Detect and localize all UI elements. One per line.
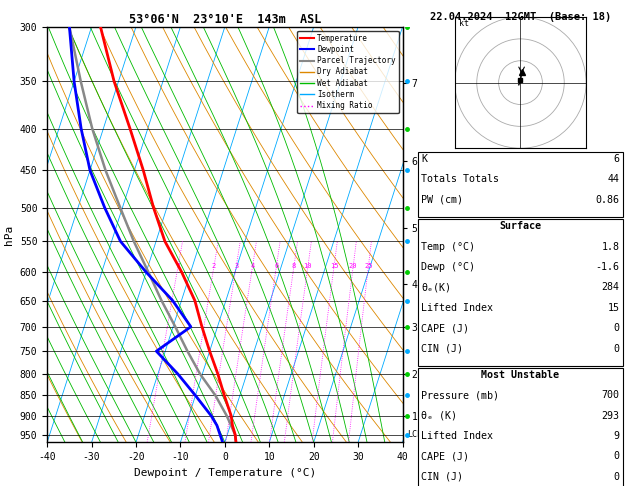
Text: 4: 4	[250, 263, 255, 269]
Text: CAPE (J): CAPE (J)	[421, 451, 469, 462]
X-axis label: Dewpoint / Temperature (°C): Dewpoint / Temperature (°C)	[134, 468, 316, 478]
Text: © weatheronline.co.uk: © weatheronline.co.uk	[468, 472, 573, 481]
Text: 15: 15	[330, 263, 338, 269]
Text: CIN (J): CIN (J)	[421, 472, 464, 482]
Text: kt: kt	[459, 19, 469, 28]
Text: Totals Totals: Totals Totals	[421, 174, 499, 185]
Text: 9: 9	[613, 431, 620, 441]
Y-axis label: km
ASL: km ASL	[425, 235, 443, 256]
Text: 6: 6	[613, 154, 620, 164]
Text: 15: 15	[608, 303, 620, 313]
Text: 0: 0	[613, 451, 620, 462]
Text: 22.04.2024  12GMT  (Base: 18): 22.04.2024 12GMT (Base: 18)	[430, 12, 611, 22]
Text: 20: 20	[349, 263, 357, 269]
Text: 3: 3	[234, 263, 238, 269]
Text: 44: 44	[608, 174, 620, 185]
Text: 8: 8	[292, 263, 296, 269]
Text: 293: 293	[601, 411, 620, 421]
Text: Lifted Index: Lifted Index	[421, 431, 493, 441]
Text: 700: 700	[601, 390, 620, 400]
Text: CIN (J): CIN (J)	[421, 344, 464, 354]
Legend: Temperature, Dewpoint, Parcel Trajectory, Dry Adiabat, Wet Adiabat, Isotherm, Mi: Temperature, Dewpoint, Parcel Trajectory…	[297, 31, 399, 113]
Text: 0: 0	[613, 323, 620, 333]
Text: Dewp (°C): Dewp (°C)	[421, 262, 476, 272]
Text: Pressure (mb): Pressure (mb)	[421, 390, 499, 400]
Text: PW (cm): PW (cm)	[421, 195, 464, 205]
Text: 0: 0	[613, 472, 620, 482]
Text: CAPE (J): CAPE (J)	[421, 323, 469, 333]
Text: 25: 25	[364, 263, 372, 269]
Text: Mixing Ratio (g/kg): Mixing Ratio (g/kg)	[445, 241, 455, 353]
Text: 0.86: 0.86	[596, 195, 620, 205]
Text: -1.6: -1.6	[596, 262, 620, 272]
Text: Most Unstable: Most Unstable	[481, 370, 560, 380]
Text: Surface: Surface	[499, 221, 542, 231]
Text: 1: 1	[176, 263, 180, 269]
Text: 1.8: 1.8	[601, 242, 620, 252]
Y-axis label: hPa: hPa	[4, 225, 14, 244]
Text: 284: 284	[601, 282, 620, 293]
Text: 10: 10	[304, 263, 312, 269]
Text: 6: 6	[274, 263, 279, 269]
Text: K: K	[421, 154, 428, 164]
Text: 2: 2	[212, 263, 216, 269]
Text: LCL: LCL	[407, 431, 421, 439]
Text: θₑ (K): θₑ (K)	[421, 411, 457, 421]
Text: Temp (°C): Temp (°C)	[421, 242, 476, 252]
Text: θₑ(K): θₑ(K)	[421, 282, 452, 293]
Title: 53°06'N  23°10'E  143m  ASL: 53°06'N 23°10'E 143m ASL	[129, 13, 321, 26]
Text: Lifted Index: Lifted Index	[421, 303, 493, 313]
Text: 0: 0	[613, 344, 620, 354]
